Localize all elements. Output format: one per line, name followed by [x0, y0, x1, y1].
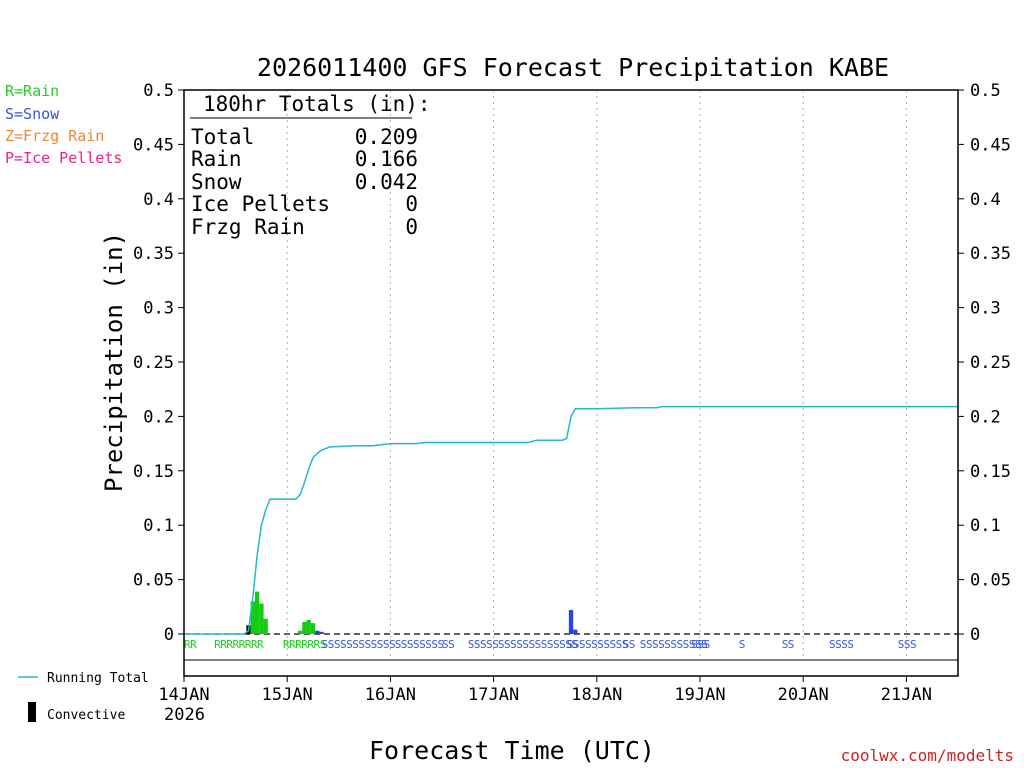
precip-bar-snow	[573, 629, 578, 634]
type-strip-snow: SSSSSSSS	[395, 638, 444, 651]
y-axis-label: Precipitation (in)	[100, 232, 128, 492]
legend-convective: Convective	[47, 708, 125, 723]
type-strip-rain: RRRRRRRR	[214, 638, 264, 651]
totals-heading: 180hr Totals (in):	[203, 92, 431, 116]
legend-ice-pellets: P=Ice Pellets	[5, 149, 122, 167]
y-tick-label-right: 0.45	[970, 135, 1011, 155]
precip-bar-rain	[250, 601, 255, 634]
x-tick-label: 15JAN	[262, 685, 313, 705]
type-strip-snow: SSSSSSSSSS	[567, 638, 628, 651]
y-tick-label-left: 0.2	[143, 407, 174, 427]
y-tick-label-right: 0.25	[970, 353, 1011, 373]
precip-bar-rain	[254, 591, 260, 634]
legend-snow: S=Snow	[5, 105, 60, 123]
totals-label-rain: Rain	[191, 147, 242, 171]
totals-box: 180hr Totals (in): Total 0.209 Rain 0.16…	[190, 92, 431, 239]
type-strip-snow: SS	[442, 638, 454, 651]
totals-label-frzg-rain: Frzg Rain	[191, 215, 305, 239]
x-tick-label: 17JAN	[468, 685, 519, 705]
x-tick-label: 19JAN	[674, 685, 725, 705]
year-label: 2026	[164, 705, 205, 725]
y-tick-label-left: 0.4	[143, 190, 174, 210]
precip-bar-rain	[263, 618, 268, 634]
legend-rain: R=Rain	[5, 82, 59, 100]
x-tick-label: 16JAN	[365, 685, 416, 705]
y-tick-label-left: 0.45	[133, 135, 174, 155]
y-tick-label-left: 0.25	[133, 353, 174, 373]
type-strip-snow: SSS	[691, 638, 709, 651]
y-tick-label-right: 0.15	[970, 462, 1011, 482]
y-tick-label-left: 0.3	[143, 299, 174, 319]
y-tick-label-right: 0	[970, 625, 980, 645]
x-tick-label: 18JAN	[571, 685, 622, 705]
precip-bar-rain	[259, 603, 264, 634]
type-strip-snow: S	[739, 638, 745, 651]
plot-frame	[183, 89, 959, 677]
totals-label-total: Total	[191, 125, 254, 149]
type-strip-rain: RR	[184, 638, 197, 651]
type-strip-snow: SSSSSSSSSSSSS	[498, 638, 578, 651]
type-strip-snow: SSSSS	[468, 638, 499, 651]
y-tick-label-left: 0.35	[133, 244, 174, 264]
totals-value-total: 0.209	[355, 125, 418, 149]
precip-bar-rain	[302, 622, 307, 634]
x-tick-label: 20JAN	[778, 685, 829, 705]
precip-bar-rain	[297, 630, 303, 634]
y-tick-label-right: 0.35	[970, 244, 1011, 264]
x-tick-label: 14JAN	[158, 685, 209, 705]
precip-bar-snow	[315, 630, 320, 634]
totals-value-frzg-rain: 0	[405, 215, 418, 239]
chart-title: 2026011400 GFS Forecast Precipitation KA…	[257, 53, 889, 82]
legend-running-total: Running Total	[47, 671, 149, 686]
y-tick-label-left: 0.1	[143, 516, 174, 536]
type-strip-snow: SS	[782, 638, 794, 651]
y-tick-label-left: 0	[164, 625, 174, 645]
x-axis-label: Forecast Time (UTC)	[369, 736, 655, 765]
totals-value-snow: 0.042	[355, 170, 418, 194]
watermark: coolwx.com/modelts	[841, 746, 1014, 765]
totals-label-ice-pellets: Ice Pellets	[191, 192, 330, 216]
type-strip-rain: RRRRRRS	[283, 638, 326, 651]
x-tick-label: 21JAN	[881, 685, 932, 705]
y-tick-label-left: 0.15	[133, 462, 174, 482]
legend-freezing-rain: Z=Frzg Rain	[5, 127, 104, 145]
vertical-gridlines	[286, 90, 907, 660]
precip-bar-snow	[319, 631, 324, 634]
totals-value-ice-pellets: 0	[405, 192, 418, 216]
precip-bar-snow	[568, 610, 574, 634]
type-strip-snow: SS	[623, 638, 635, 651]
type-strip-snow: SSSS	[829, 638, 854, 651]
y-tick-label-right: 0.4	[970, 190, 1001, 210]
totals-value-rain: 0.166	[355, 147, 418, 171]
y-tick-label-right: 0.1	[970, 516, 1001, 536]
type-strip-snow: SSS	[898, 638, 916, 651]
type-strip-snow: SSSSSSSSSSSS	[322, 638, 395, 651]
y-axis-ticks: 0 00.05 0.050.1 0.10.15 0.150.2 0.20.25 0.250.…	[133, 81, 1011, 645]
y-tick-label-right: 0.5	[970, 81, 1001, 101]
precip-bar-rain	[306, 619, 311, 634]
type-strip-snow: SSSSSSSSSSS	[640, 638, 707, 651]
legend-convective-swatch	[28, 702, 36, 722]
x-axis-ticks: 14JAN 15JAN 16JAN 17JAN 18JAN 19JAN 20JAN 21JAN	[158, 676, 932, 705]
totals-label-snow: Snow	[191, 170, 242, 194]
y-tick-label-right: 0.05	[970, 571, 1011, 591]
y-tick-label-left: 0.05	[133, 571, 174, 591]
running-total-line	[184, 405, 958, 635]
precip-bars	[246, 591, 578, 634]
y-tick-label-left: 0.5	[143, 81, 174, 101]
y-tick-label-right: 0.3	[970, 299, 1001, 319]
y-tick-label-right: 0.2	[970, 407, 1001, 427]
precip-bar-rain	[310, 623, 316, 634]
